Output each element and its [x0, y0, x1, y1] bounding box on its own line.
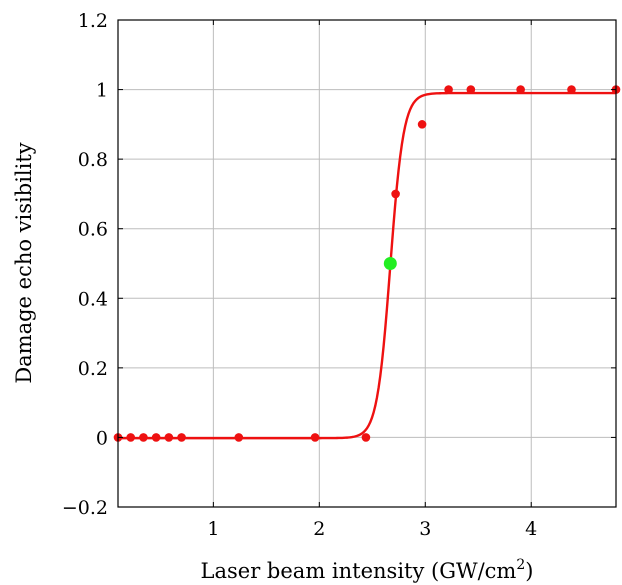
- data-point: [466, 85, 476, 94]
- plot-frame: [117, 19, 617, 508]
- x-axis-label: Laser beam intensity (GW/cm2): [201, 557, 534, 583]
- highlight-layer: [383, 257, 397, 270]
- data-point: [310, 433, 320, 442]
- y-tick-labels: −0.2 0 0.2 0.4 0.6 0.8 1 1.2: [62, 10, 108, 519]
- y-tick-label: 0.8: [78, 149, 108, 171]
- y-axis-label: Damage echo visibility: [12, 142, 36, 383]
- x-tick-labels: 1 2 3 4: [207, 518, 537, 540]
- data-point: [444, 85, 453, 94]
- x-axis-label-superscript: 2: [516, 557, 525, 573]
- data-point: [164, 433, 174, 442]
- midpoint-marker: [383, 257, 397, 270]
- data-point: [151, 433, 161, 442]
- data-point: [361, 433, 371, 442]
- x-axis-label-suffix: ): [525, 559, 533, 583]
- y-tick-label: 0.2: [78, 358, 108, 380]
- data-point: [516, 85, 525, 94]
- fit-curve: [118, 91, 616, 440]
- ticks: [118, 19, 616, 508]
- data-point: [177, 433, 186, 442]
- y-tick-label: 0.6: [78, 219, 108, 241]
- y-tick-label: 0.4: [78, 288, 108, 310]
- y-tick-label: 1: [96, 80, 108, 102]
- data-point: [126, 433, 136, 442]
- data-point: [567, 85, 576, 94]
- data-point: [391, 189, 400, 199]
- x-tick-label: 4: [525, 518, 537, 540]
- fit-curve-layer: [118, 91, 616, 440]
- x-tick-label: 2: [313, 518, 325, 540]
- y-tick-label: 0: [96, 427, 108, 449]
- data-point: [234, 433, 244, 442]
- data-points-layer: [113, 85, 621, 442]
- y-tick-label: −0.2: [62, 497, 108, 519]
- data-point: [417, 120, 427, 129]
- x-tick-label: 3: [419, 518, 431, 540]
- x-tick-label: 1: [207, 518, 219, 540]
- data-point: [139, 433, 148, 442]
- y-tick-label: 1.2: [78, 10, 108, 32]
